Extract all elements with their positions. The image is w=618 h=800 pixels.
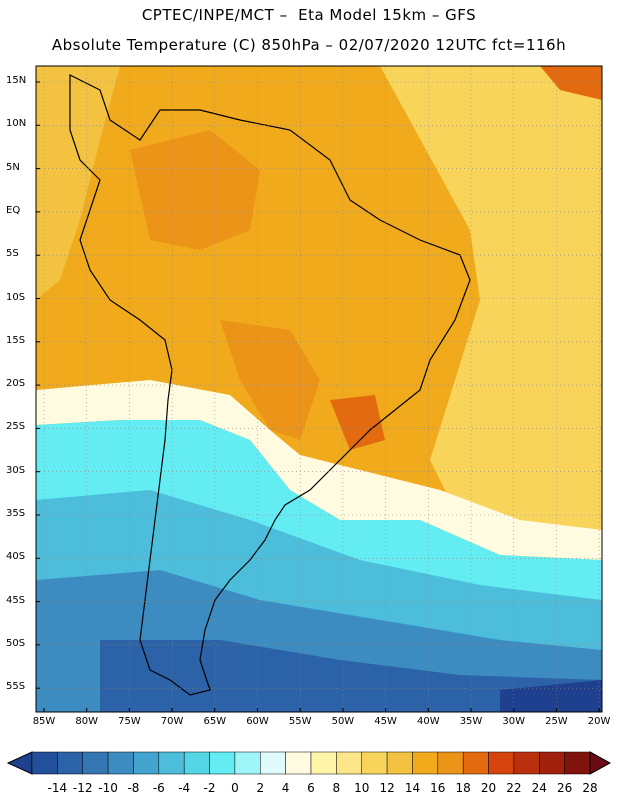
colorbar-swatch <box>107 751 134 775</box>
colorbar-label: -2 <box>203 781 216 795</box>
title-line-1: CPTEC/INPE/MCT – Eta Model 15km – GFS <box>141 6 477 24</box>
axis-ticks <box>36 81 600 712</box>
lat-label: 5N <box>6 161 20 173</box>
colorbar-max-arrow <box>589 751 612 775</box>
lat-label: 45S <box>6 594 26 606</box>
continent-outline <box>69 74 471 696</box>
lat-label: 10N <box>6 118 27 130</box>
lon-label: 25W <box>545 716 568 727</box>
temperature-map <box>35 65 603 713</box>
lon-label: 80W <box>75 716 98 727</box>
colorbar-label: 0 <box>231 781 239 795</box>
colorbar-swatch <box>82 751 109 775</box>
colorbar-swatch <box>361 751 388 775</box>
colorbar-label: -6 <box>152 781 165 795</box>
lon-label: 30W <box>502 716 525 727</box>
lon-label: 35W <box>459 716 483 727</box>
hot-spot-south <box>330 395 385 450</box>
hot-chaco <box>220 320 320 440</box>
lat-label: 30S <box>6 464 26 476</box>
colorbar-swatch <box>183 751 210 775</box>
colorbar-label: 22 <box>506 781 522 795</box>
map-frame <box>35 65 603 713</box>
lon-label: 75W <box>118 716 141 727</box>
colorbar-label: -12 <box>72 781 93 795</box>
lat-label: EQ <box>6 204 21 216</box>
colorbar-label: 10 <box>354 781 370 795</box>
colorbar-label: 18 <box>455 781 471 795</box>
colorbar-label: 20 <box>480 781 497 795</box>
colorbar-label: 14 <box>404 781 421 795</box>
colorbar-swatch <box>488 751 515 775</box>
hot-spot-ne <box>540 66 602 100</box>
lon-label: 85W <box>32 716 56 727</box>
colorbar-swatch <box>462 751 489 775</box>
lat-label: 20S <box>6 378 26 390</box>
lon-label: 70W <box>160 716 184 727</box>
colorbar-swatch <box>564 751 591 775</box>
colorbar-label: -14 <box>47 781 68 795</box>
lat-label: 40S <box>6 551 26 563</box>
colorbar-swatch <box>539 751 565 775</box>
warm-ocean-pacific <box>36 66 120 300</box>
lon-label: 55W <box>288 716 312 727</box>
colorbar-label: 28 <box>582 781 598 795</box>
colorbar-swatch <box>234 751 261 775</box>
lon-label: 45W <box>374 716 397 727</box>
colorbar <box>6 751 612 775</box>
lat-label: 15S <box>6 334 26 346</box>
colorbar-label: 16 <box>430 781 446 795</box>
colorbar-label: 2 <box>256 781 265 795</box>
colorbar-label: 8 <box>332 781 341 795</box>
lat-label: 5S <box>6 248 19 260</box>
lat-label: 55S <box>6 681 26 693</box>
colorbar-label: 4 <box>281 781 290 795</box>
colorbar-label: 24 <box>531 781 547 795</box>
colorbar-swatch <box>412 751 439 775</box>
colorbar-label: 12 <box>379 781 395 795</box>
colorbar-label: 26 <box>556 781 573 795</box>
colorbar-swatch <box>310 751 337 775</box>
lon-label: 50W <box>331 716 355 727</box>
hot-interior <box>130 130 260 250</box>
colorbar-label: 6 <box>307 781 315 795</box>
colorbar-label: -10 <box>98 781 118 795</box>
colorbar-label: -8 <box>127 781 140 795</box>
colorbar-swatch <box>158 751 185 775</box>
warm-ocean-east <box>380 66 602 560</box>
colorbar-min-arrow <box>6 751 33 775</box>
lat-label: 25S <box>6 421 26 433</box>
lon-label: 60W <box>246 716 269 727</box>
lon-label: 20W <box>587 716 611 727</box>
lon-label: 65W <box>203 716 227 727</box>
colorbar-swatch <box>57 751 83 775</box>
colorbar-swatch <box>285 751 312 775</box>
title-line-2: Absolute Temperature (C) 850hPa – 02/07/… <box>51 36 567 54</box>
colorbar-label: -4 <box>178 781 191 795</box>
colorbar-swatch <box>133 751 160 775</box>
colorbar-swatch <box>386 751 413 775</box>
lon-label: 40W <box>416 716 440 727</box>
colorbar-swatch <box>437 751 464 775</box>
cold-field-4 <box>100 640 602 712</box>
lat-label: 50S <box>6 637 26 649</box>
colorbar-swatch <box>209 751 236 775</box>
colorbar-swatch <box>31 751 58 775</box>
colorbar-swatch <box>336 751 362 775</box>
lat-label: 35S <box>6 508 26 519</box>
lat-label: 15N <box>6 75 27 86</box>
colorbar-swatch <box>513 751 540 775</box>
colorbar-swatch <box>260 751 286 775</box>
lat-label: 10S <box>6 291 26 303</box>
